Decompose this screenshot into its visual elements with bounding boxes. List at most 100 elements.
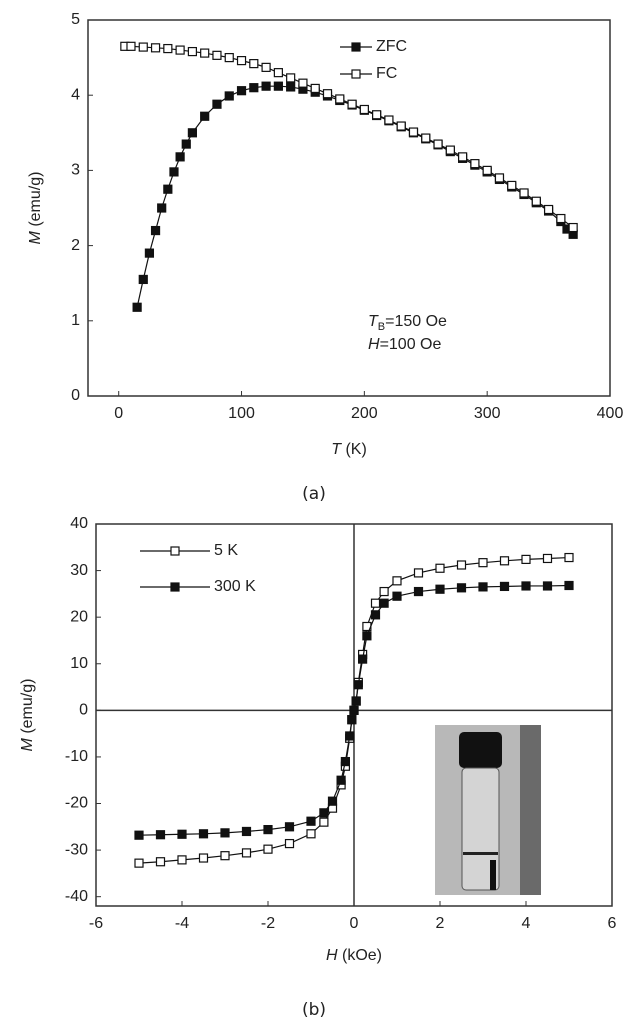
y-tick-label: -30 bbox=[65, 841, 88, 858]
x-tick-label: 6 bbox=[608, 915, 617, 932]
marker bbox=[157, 203, 167, 213]
y-tick-label: 2 bbox=[71, 237, 80, 254]
plot-0: 0 1 2 3 4 5 0 100 200 300 400 bbox=[71, 11, 623, 422]
marker bbox=[568, 222, 578, 233]
marker bbox=[359, 104, 369, 115]
text-part: =150 Oe bbox=[385, 313, 447, 330]
y-tick-label: 20 bbox=[70, 608, 88, 625]
marker bbox=[150, 225, 161, 236]
marker bbox=[138, 42, 148, 52]
italic-part: M bbox=[19, 737, 36, 751]
marker bbox=[175, 45, 185, 55]
y-tick-label: -10 bbox=[65, 748, 88, 765]
marker bbox=[224, 91, 234, 101]
y-tick-label: 1 bbox=[71, 312, 80, 329]
marker bbox=[435, 563, 445, 573]
marker bbox=[347, 715, 357, 725]
x-tick-label: 0 bbox=[114, 405, 123, 422]
marker bbox=[241, 848, 252, 858]
marker bbox=[370, 610, 381, 620]
marker bbox=[408, 127, 419, 137]
marker bbox=[138, 274, 148, 285]
marker bbox=[249, 59, 259, 69]
marker bbox=[319, 808, 329, 818]
text-part: (kOe) bbox=[338, 947, 382, 964]
y-axis-label: M (emu/g) bbox=[19, 679, 36, 752]
marker bbox=[543, 204, 554, 215]
marker bbox=[306, 829, 316, 839]
marker bbox=[521, 554, 531, 565]
marker bbox=[212, 50, 222, 60]
marker bbox=[220, 851, 230, 861]
marker bbox=[310, 83, 320, 94]
italic-part: T bbox=[368, 313, 379, 330]
marker bbox=[319, 817, 329, 827]
x-tick-label: -2 bbox=[261, 915, 275, 932]
marker bbox=[456, 560, 467, 570]
y-tick-label: 30 bbox=[70, 562, 88, 579]
marker bbox=[284, 822, 295, 832]
legend-label: ZFC bbox=[376, 38, 407, 55]
marker bbox=[177, 855, 187, 865]
marker bbox=[445, 145, 455, 155]
marker bbox=[236, 86, 247, 96]
y-tick-label: 0 bbox=[71, 387, 80, 404]
marker bbox=[456, 583, 467, 593]
text-part: (K) bbox=[341, 441, 367, 458]
marker bbox=[347, 99, 357, 109]
marker bbox=[384, 115, 394, 125]
y-tick-label: -40 bbox=[65, 888, 88, 905]
italic-part: M bbox=[27, 230, 44, 244]
marker bbox=[200, 48, 210, 58]
marker bbox=[392, 591, 402, 601]
y-axis-label: M (emu/g) bbox=[27, 172, 44, 245]
marker bbox=[345, 731, 355, 741]
marker bbox=[134, 830, 144, 840]
x-tick-label: 2 bbox=[436, 915, 445, 932]
marker bbox=[362, 631, 372, 641]
marker bbox=[284, 838, 295, 849]
marker bbox=[413, 586, 424, 597]
x-tick-label: 200 bbox=[351, 405, 378, 422]
legend-label: 300 K bbox=[214, 578, 256, 595]
marker bbox=[340, 756, 350, 767]
marker bbox=[413, 568, 424, 578]
y-tick-label: 4 bbox=[71, 86, 80, 103]
marker bbox=[470, 159, 480, 169]
marker bbox=[169, 167, 179, 177]
marker bbox=[564, 580, 574, 591]
marker bbox=[220, 828, 230, 838]
marker bbox=[519, 188, 529, 198]
marker bbox=[349, 705, 359, 715]
marker bbox=[478, 582, 488, 592]
marker bbox=[241, 826, 252, 837]
y-tick-label: -20 bbox=[65, 795, 88, 812]
marker bbox=[224, 52, 234, 63]
marker bbox=[351, 696, 361, 706]
marker bbox=[150, 43, 161, 53]
marker bbox=[249, 83, 259, 93]
marker bbox=[327, 796, 338, 806]
marker bbox=[236, 56, 247, 66]
marker bbox=[175, 152, 185, 162]
marker bbox=[286, 73, 296, 83]
legend-marker bbox=[351, 69, 361, 79]
marker bbox=[187, 46, 197, 57]
marker bbox=[556, 213, 566, 224]
marker bbox=[507, 180, 517, 191]
italic-part: H bbox=[368, 336, 380, 353]
marker bbox=[155, 857, 166, 867]
marker bbox=[336, 775, 346, 785]
x-tick-label: 400 bbox=[597, 405, 624, 422]
marker bbox=[306, 816, 316, 826]
marker bbox=[155, 830, 166, 840]
text-part: =100 Oe bbox=[380, 336, 442, 353]
caption: (a) bbox=[302, 484, 326, 504]
marker bbox=[177, 829, 187, 839]
marker bbox=[187, 128, 197, 138]
y-tick-label: 40 bbox=[70, 515, 88, 532]
subscript: B bbox=[378, 321, 385, 333]
marker bbox=[542, 553, 553, 564]
y-tick-label: 10 bbox=[70, 655, 88, 672]
